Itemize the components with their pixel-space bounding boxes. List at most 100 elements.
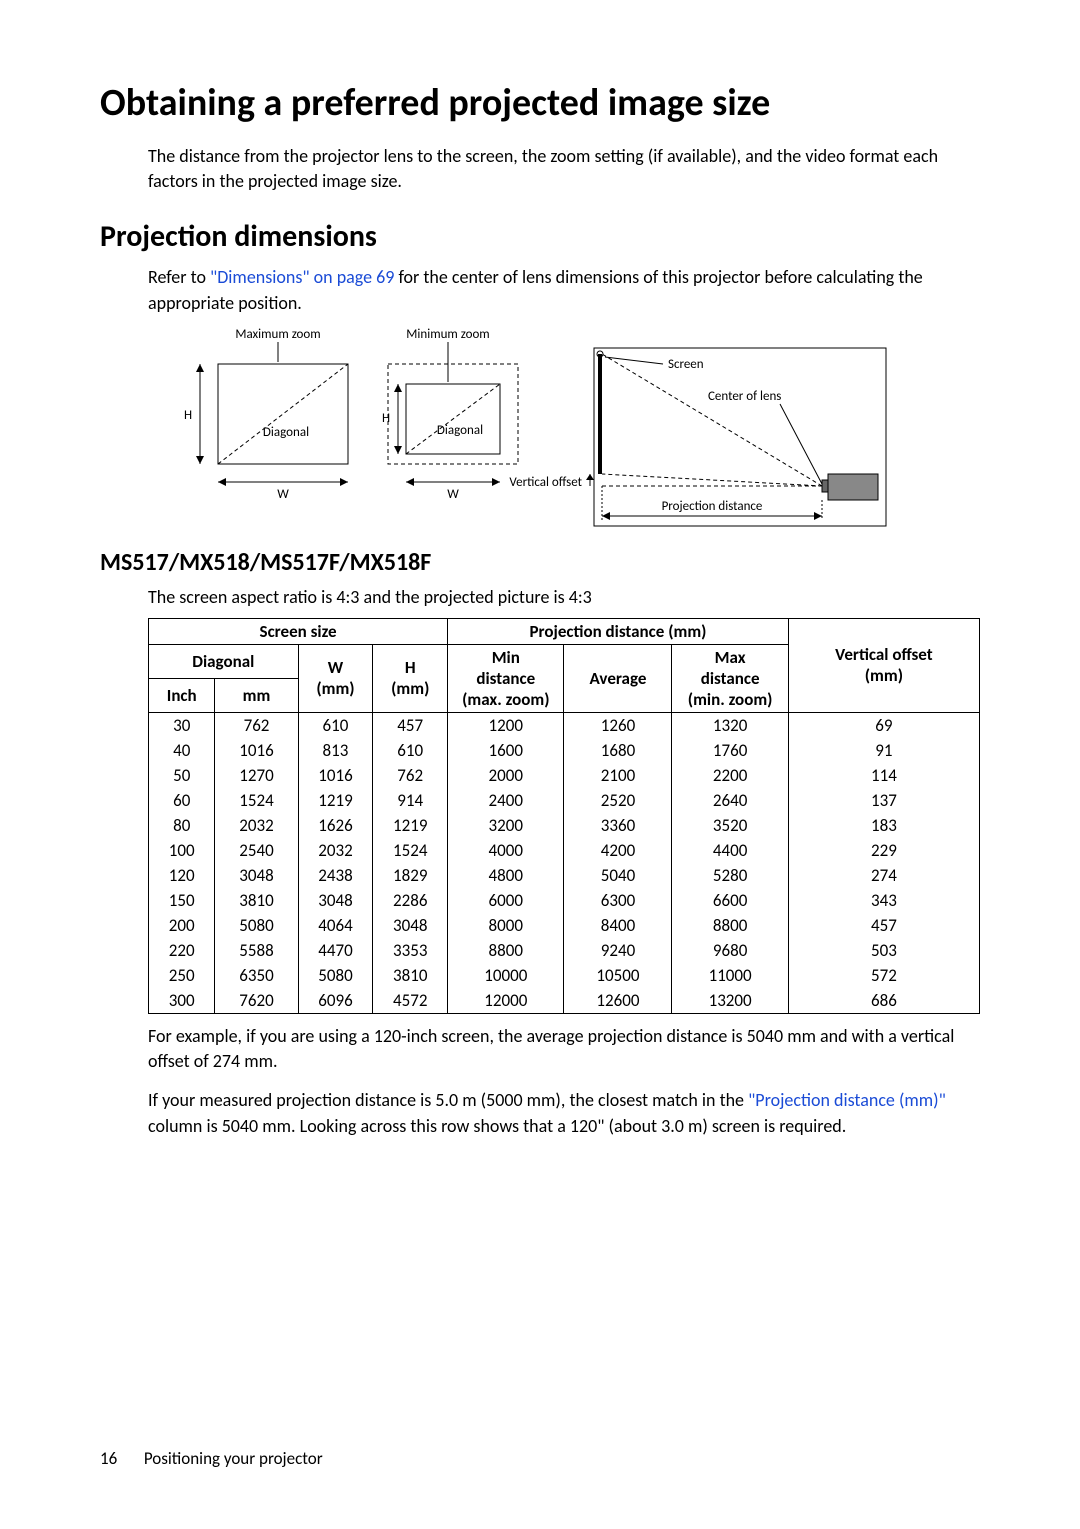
- table-cell: 3810: [373, 963, 448, 988]
- table-cell: 10500: [564, 963, 672, 988]
- table-cell: 813: [298, 738, 373, 763]
- table-row: 40101681361016001680176091: [149, 738, 980, 763]
- vertical-offset-label: Vertical offset: [509, 475, 582, 490]
- table-cell: 2100: [564, 763, 672, 788]
- table-cell: 1016: [215, 738, 298, 763]
- table-cell: 572: [788, 963, 979, 988]
- table-row: 150381030482286600063006600343: [149, 888, 980, 913]
- table-cell: 8800: [448, 938, 564, 963]
- page-title: Obtaining a preferred projected image si…: [100, 80, 980, 126]
- table-cell: 4470: [298, 938, 373, 963]
- table-cell: 13200: [672, 988, 788, 1014]
- diagonal-label-1: Diagonal: [263, 425, 309, 440]
- table-cell: 4572: [373, 988, 448, 1014]
- table-cell: 1200: [448, 712, 564, 738]
- min-zoom-label: Minimum zoom: [406, 327, 489, 342]
- table-row: 220558844703353880092409680503: [149, 938, 980, 963]
- dimensions-link[interactable]: "Dimensions" on page 69: [210, 266, 394, 288]
- W-label-2: W: [447, 487, 459, 502]
- table-cell: 12000: [448, 988, 564, 1014]
- W-label-1: W: [277, 487, 289, 502]
- table-cell: 6350: [215, 963, 298, 988]
- th-inch: Inch: [149, 678, 215, 712]
- page-number: 16: [100, 1448, 140, 1469]
- table-cell: 5588: [215, 938, 298, 963]
- table-cell: 8000: [448, 913, 564, 938]
- table-cell: 1524: [373, 838, 448, 863]
- H-label-2: H: [382, 411, 390, 426]
- table-cell: 610: [298, 712, 373, 738]
- table-row: 120304824381829480050405280274: [149, 863, 980, 888]
- th-avg: Average: [564, 644, 672, 712]
- table-cell: 5280: [672, 863, 788, 888]
- th-H: H(mm): [373, 644, 448, 712]
- table-cell: 100: [149, 838, 215, 863]
- table-cell: 120: [149, 863, 215, 888]
- table-cell: 503: [788, 938, 979, 963]
- projection-distance-link[interactable]: "Projection distance (mm)": [748, 1089, 946, 1111]
- H-label-1: H: [184, 408, 192, 423]
- projection-distance-label: Projection distance: [662, 499, 763, 514]
- max-zoom-label: Maximum zoom: [235, 327, 320, 342]
- table-cell: 1760: [672, 738, 788, 763]
- table-row: 3076261045712001260132069: [149, 712, 980, 738]
- table-cell: 1260: [564, 712, 672, 738]
- table-row: 100254020321524400042004400229: [149, 838, 980, 863]
- table-cell: 6096: [298, 988, 373, 1014]
- table-cell: 457: [788, 913, 979, 938]
- table-cell: 2520: [564, 788, 672, 813]
- table-cell: 3360: [564, 813, 672, 838]
- table-cell: 3048: [373, 913, 448, 938]
- table-cell: 2438: [298, 863, 373, 888]
- table-cell: 3353: [373, 938, 448, 963]
- table-cell: 4200: [564, 838, 672, 863]
- table-cell: 457: [373, 712, 448, 738]
- aspect-note: The screen aspect ratio is 4:3 and the p…: [148, 585, 980, 610]
- th-proj-dist: Projection distance (mm): [448, 618, 789, 644]
- table-cell: 12600: [564, 988, 672, 1014]
- measured-post: column is 5040 mm. Looking across this r…: [148, 1115, 846, 1137]
- table-cell: 200: [149, 913, 215, 938]
- table-cell: 3048: [298, 888, 373, 913]
- table-cell: 5080: [215, 913, 298, 938]
- measured-text: If your measured projection distance is …: [148, 1088, 980, 1138]
- footer-section: Positioning your projector: [144, 1448, 323, 1469]
- table-cell: 11000: [672, 963, 788, 988]
- table-cell: 5080: [298, 963, 373, 988]
- table-cell: 2000: [448, 763, 564, 788]
- th-mm: mm: [215, 678, 298, 712]
- table-cell: 2200: [672, 763, 788, 788]
- table-cell: 914: [373, 788, 448, 813]
- table-cell: 5040: [564, 863, 672, 888]
- table-cell: 9240: [564, 938, 672, 963]
- table-cell: 114: [788, 763, 979, 788]
- table-cell: 274: [788, 863, 979, 888]
- diagonal-label-2: Diagonal: [437, 423, 483, 438]
- table-cell: 40: [149, 738, 215, 763]
- table-cell: 610: [373, 738, 448, 763]
- table-cell: 2400: [448, 788, 564, 813]
- table-cell: 80: [149, 813, 215, 838]
- table-cell: 4400: [672, 838, 788, 863]
- th-v-offset: Vertical offset(mm): [788, 618, 979, 712]
- table-cell: 69: [788, 712, 979, 738]
- table-row: 80203216261219320033603520183: [149, 813, 980, 838]
- table-cell: 3810: [215, 888, 298, 913]
- table-cell: 343: [788, 888, 979, 913]
- table-cell: 686: [788, 988, 979, 1014]
- refer-text: Refer to "Dimensions" on page 69 for the…: [148, 265, 980, 315]
- table-cell: 1829: [373, 863, 448, 888]
- th-min: Mindistance(max. zoom): [448, 644, 564, 712]
- table-cell: 4000: [448, 838, 564, 863]
- table-cell: 1270: [215, 763, 298, 788]
- table-cell: 3048: [215, 863, 298, 888]
- table-cell: 137: [788, 788, 979, 813]
- table-cell: 1219: [298, 788, 373, 813]
- table-row: 5012701016762200021002200114: [149, 763, 980, 788]
- table-cell: 229: [788, 838, 979, 863]
- table-cell: 4800: [448, 863, 564, 888]
- table-cell: 183: [788, 813, 979, 838]
- table-cell: 2540: [215, 838, 298, 863]
- table-row: 300762060964572120001260013200686: [149, 988, 980, 1014]
- table-cell: 6300: [564, 888, 672, 913]
